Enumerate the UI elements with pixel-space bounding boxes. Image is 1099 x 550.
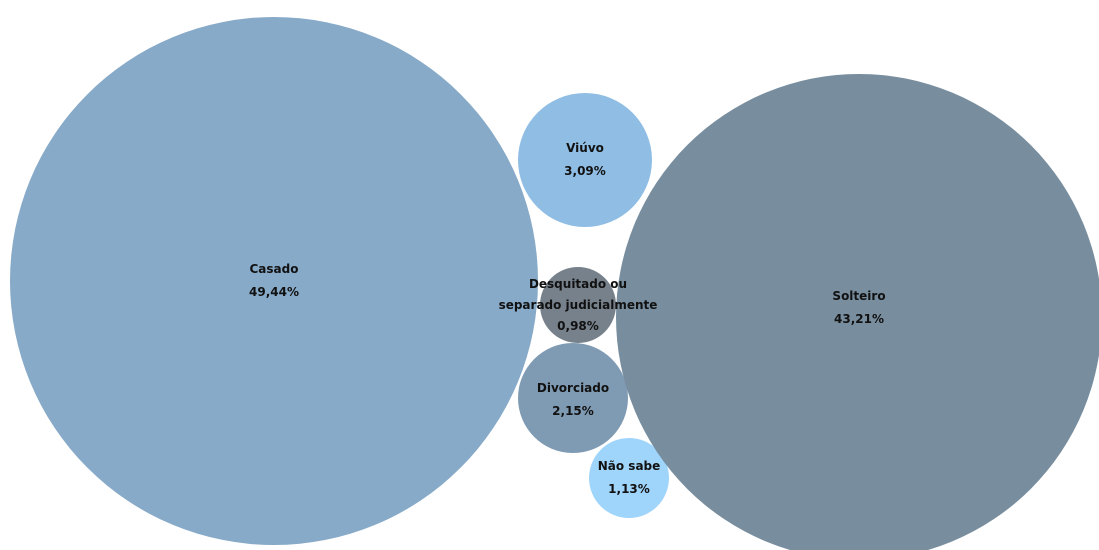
bubble-nao-sabe [589,438,669,518]
bubble-casado [10,17,538,545]
bubble-value-solteiro: 43,21% [834,312,884,326]
bubble-viuvo [518,93,652,227]
bubble-solteiro [616,74,1099,550]
bubble-label-nao-sabe: Não sabe [598,459,661,473]
bubble-divorciado [518,343,628,453]
bubble-desquitado-ou-separado-judicialmente [540,267,616,343]
labels-layer: Casado 49,44% Solteiro 43,21% Viúvo 3,09% Desq… [249,141,886,496]
bubble-label-desquitado-ou-separado-judicialmente-line-1: Desquitado ou [529,277,627,291]
bubble-value-divorciado: 2,15% [552,404,594,418]
bubble-value-desquitado-ou-separado-judicialmente: 0,98% [557,319,599,333]
bubbles-layer [10,17,1099,550]
bubble-label-divorciado: Divorciado [537,381,609,395]
bubble-value-viuvo: 3,09% [564,164,606,178]
bubble-label-casado: Casado [250,262,299,276]
bubble-label-solteiro: Solteiro [832,289,885,303]
bubble-value-nao-sabe: 1,13% [608,482,650,496]
bubble-value-casado: 49,44% [249,285,299,299]
bubble-label-viuvo: Viúvo [566,141,604,155]
bubble-label-desquitado-ou-separado-judicialmente-line-2: separado judicialmente [499,298,658,312]
